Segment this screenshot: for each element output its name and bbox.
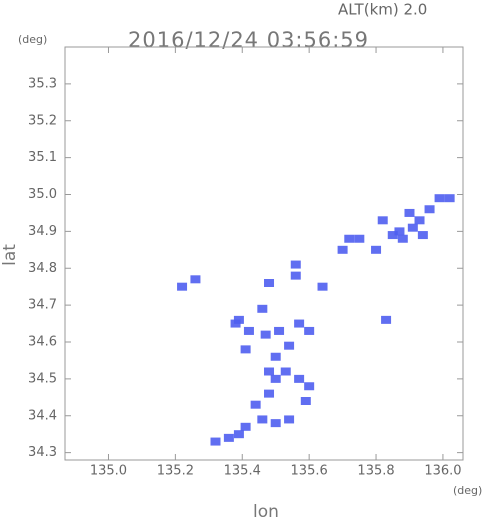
echo	[270, 352, 281, 361]
echo	[300, 397, 311, 405]
echo	[317, 282, 328, 291]
y-tick-label: 34.8	[28, 261, 57, 276]
echo	[407, 223, 418, 232]
echo	[284, 415, 295, 424]
echo	[404, 208, 415, 217]
echo	[230, 319, 241, 328]
y-axis-title: lat	[0, 244, 20, 266]
y-tick-label: 34.6	[28, 335, 57, 350]
echo	[381, 315, 392, 324]
echo	[304, 382, 315, 391]
echo	[344, 234, 355, 243]
echo	[337, 245, 348, 254]
x-tick-label: 135.6	[291, 464, 328, 479]
echo	[394, 227, 405, 236]
y-tick-label: 35.3	[28, 76, 57, 91]
altitude-label: ALT(km) 2.0	[338, 1, 427, 19]
echo	[274, 326, 285, 335]
echo	[377, 216, 388, 225]
echo	[424, 205, 435, 214]
echo	[387, 231, 398, 240]
y-tick-label: 34.9	[28, 224, 57, 239]
echo	[270, 419, 281, 428]
y-tick-label: 34.7	[28, 298, 57, 313]
echo	[264, 389, 275, 398]
echo	[290, 271, 301, 280]
echo	[397, 234, 408, 243]
x-tick-label: 135.2	[157, 464, 194, 479]
x-tick-label: 136.0	[424, 464, 461, 479]
echo	[177, 282, 188, 291]
echo	[210, 437, 221, 446]
echo	[290, 260, 301, 269]
echo	[434, 194, 445, 203]
echo	[233, 430, 244, 439]
y-tick-label: 35.2	[28, 113, 57, 128]
chart-title: 2016/12/24 03:56:59	[128, 28, 369, 52]
echo	[304, 326, 315, 335]
y-tick-label: 35.1	[28, 150, 57, 165]
y-tick-label: 34.5	[28, 371, 57, 386]
echo	[240, 345, 251, 354]
echo	[223, 433, 234, 442]
echo	[354, 234, 365, 243]
echo	[444, 194, 455, 203]
echo	[264, 367, 275, 376]
y-tick-label: 34.3	[28, 445, 57, 460]
x-tick-label: 135.4	[224, 464, 261, 479]
echo	[240, 422, 251, 431]
echo	[284, 341, 295, 350]
echo	[414, 216, 425, 225]
echo	[250, 400, 261, 409]
echo	[371, 245, 382, 254]
x-tick-label: 135.0	[90, 464, 127, 479]
echo	[243, 326, 254, 335]
echo	[417, 231, 428, 240]
echo	[260, 330, 271, 339]
echo	[264, 279, 275, 287]
echo	[257, 304, 268, 313]
echo	[294, 374, 305, 383]
y-tick-label: 35.0	[28, 187, 57, 202]
x-tick-label: 135.8	[357, 464, 394, 479]
y-tick-label: 34.4	[28, 408, 57, 423]
echo	[257, 415, 268, 424]
y-unit: (deg)	[18, 33, 47, 46]
x-axis-title: lon	[253, 502, 279, 521]
x-unit: (deg)	[453, 484, 482, 497]
echo	[270, 374, 281, 383]
plot-frame	[64, 46, 464, 461]
echo	[294, 319, 305, 328]
echo	[190, 275, 201, 284]
echo	[280, 367, 291, 376]
